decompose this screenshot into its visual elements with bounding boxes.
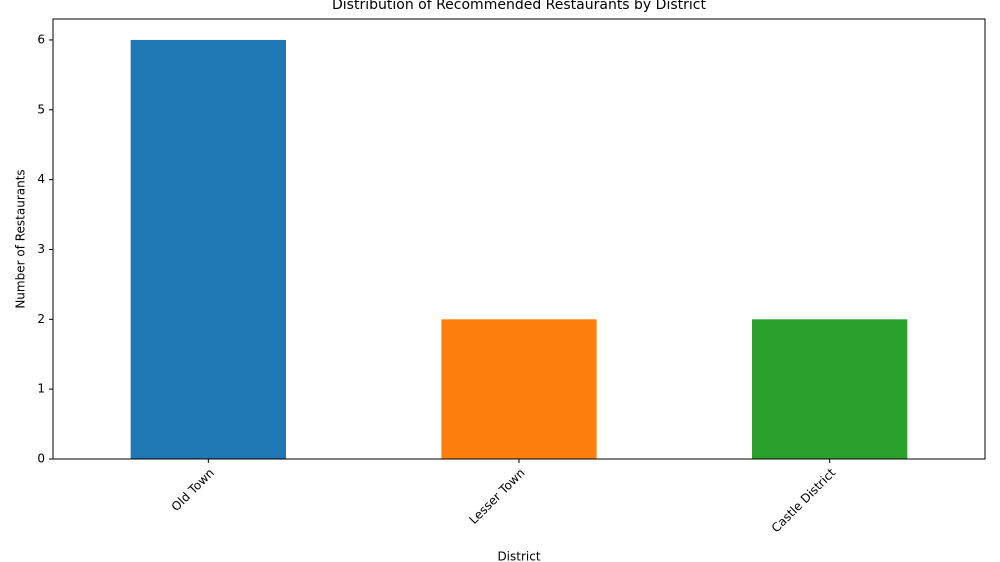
bar (752, 319, 908, 459)
y-tick-label: 1 (37, 382, 45, 396)
plot-frame (52, 18, 986, 460)
y-tick-label: 2 (37, 312, 45, 326)
y-tick-label: 4 (37, 172, 45, 186)
y-tick-label: 5 (37, 102, 45, 116)
chart-title: Distribution of Recommended Restaurants … (332, 0, 706, 13)
y-tick-label: 0 (37, 452, 45, 466)
bar (441, 319, 597, 459)
y-tick-label: 6 (37, 32, 45, 46)
x-axis-label: District (497, 550, 540, 562)
bar (130, 39, 286, 459)
y-axis-label: Number of Restaurants (14, 169, 28, 308)
y-tick-label: 3 (37, 242, 45, 256)
x-tick-label: Old Town (169, 466, 217, 514)
x-tick-label: Castle District (769, 465, 839, 535)
x-tick-label: Lesser Town (466, 466, 527, 527)
